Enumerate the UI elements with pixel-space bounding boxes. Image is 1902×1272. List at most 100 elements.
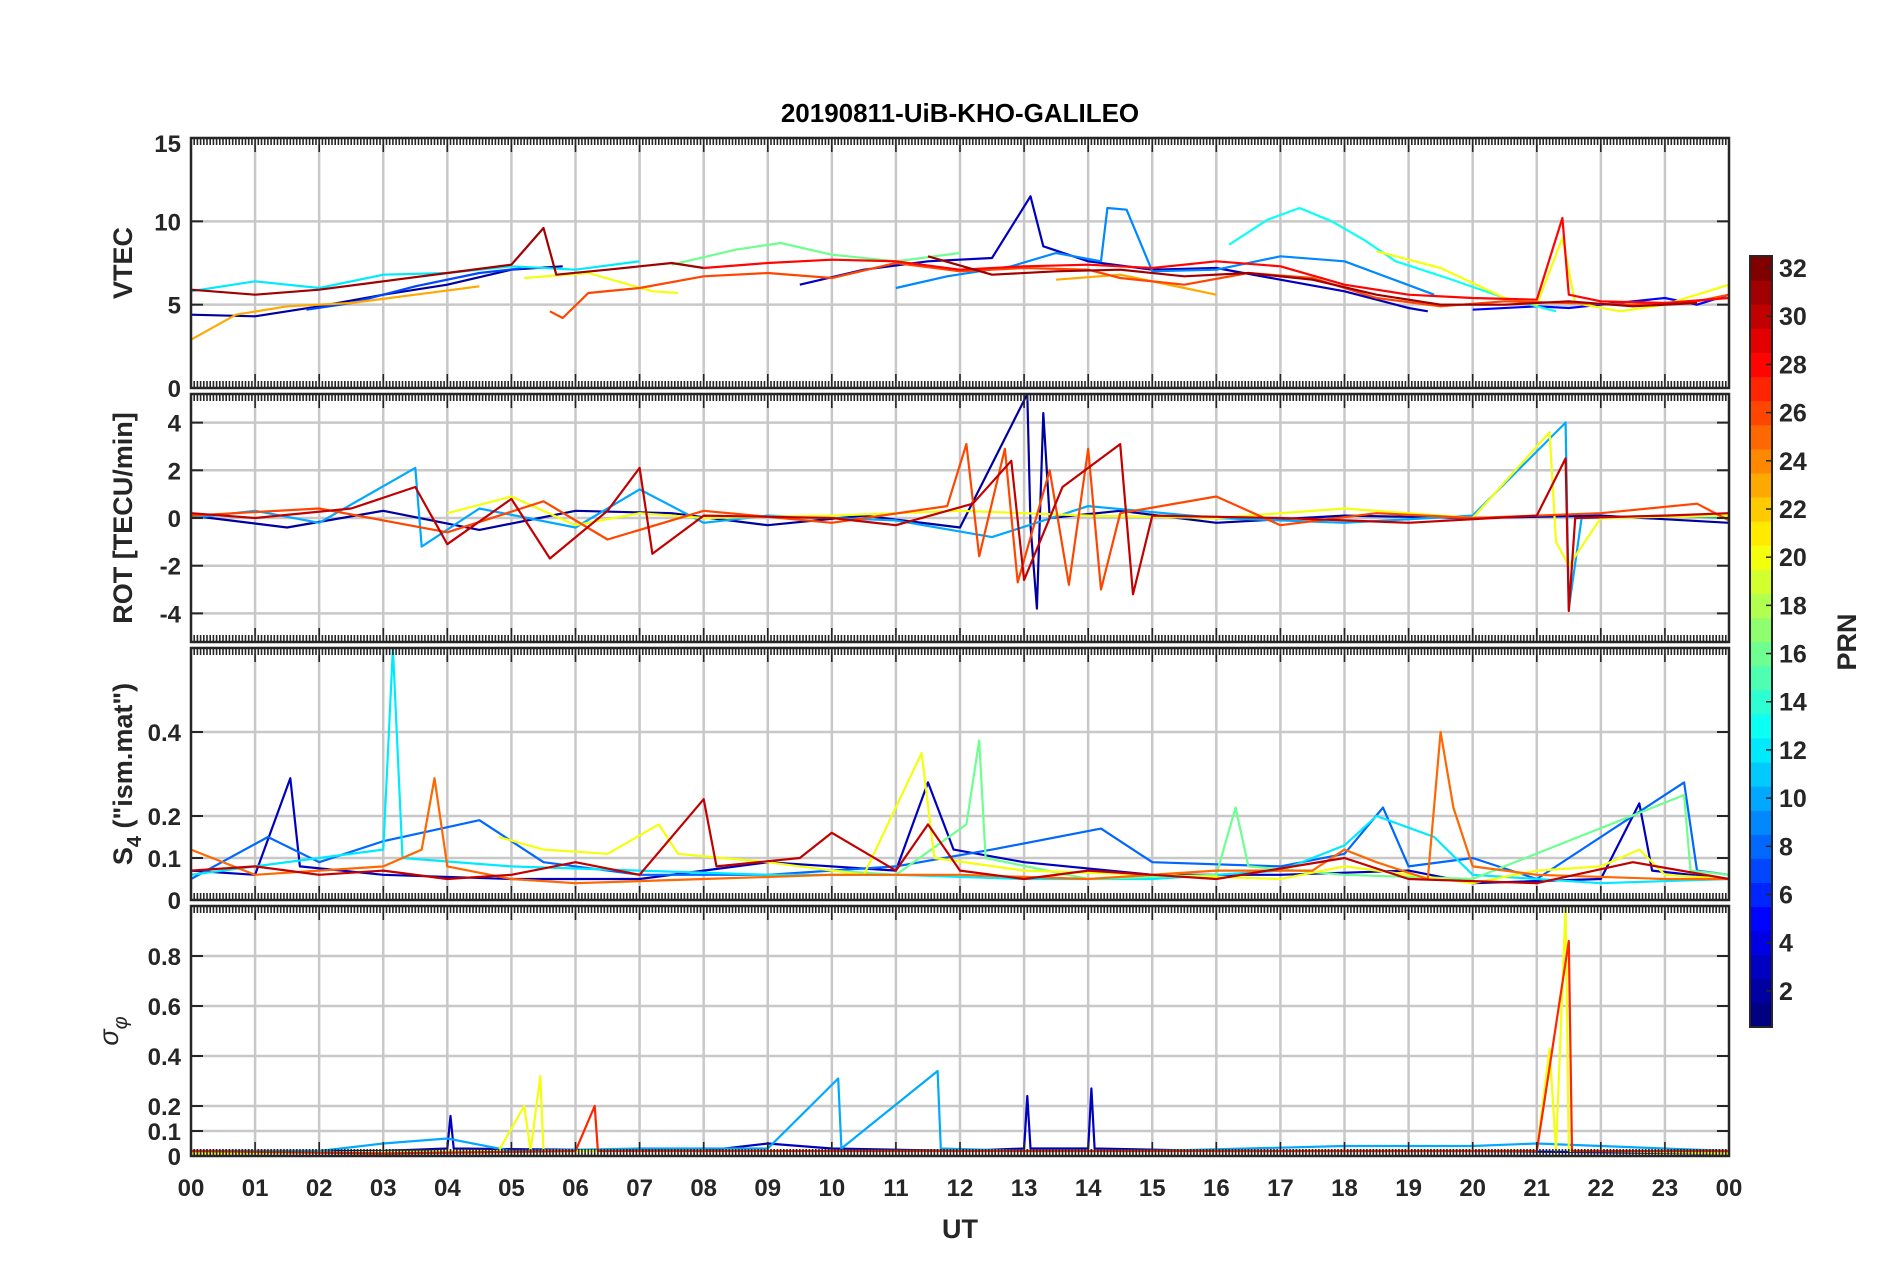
x-minor-ticks: [190, 138, 1730, 388]
y-axis-label-main: σ: [94, 1028, 124, 1046]
x-tick-label: 01: [242, 1175, 269, 1202]
x-tick-label: 12: [947, 1175, 974, 1202]
series-line-prn-3: [799, 195, 1428, 313]
colorbar-tick-label: 24: [1779, 448, 1807, 476]
y-tick-label: -4: [160, 601, 182, 628]
series-line-prn-25: [191, 730, 1729, 885]
y-tick-label: 0.2: [148, 1094, 181, 1121]
series-line-prn-12: [191, 648, 1729, 885]
y-tick-label: 15: [154, 131, 181, 158]
x-tick-label: 09: [754, 1175, 781, 1202]
colorbar-segment: [1750, 545, 1772, 570]
y-tick-label: 0.4: [148, 1044, 182, 1071]
colorbar-segment: [1750, 593, 1772, 618]
colorbar-segment: [1750, 352, 1772, 378]
colorbar-segment: [1750, 448, 1772, 474]
series-line-prn-30: [191, 443, 1729, 613]
series-line-prn-31: [191, 226, 704, 296]
colorbar-segment: [1750, 713, 1772, 739]
panel-s4: 00.10.20.4S4 ("ism.mat"): [108, 646, 1731, 915]
y-tick-label: 0: [168, 376, 181, 403]
series-group-vtec: [191, 195, 1729, 341]
panel-rot: -4 -2 0 2 4 ROT [TECU/min]: [108, 392, 1731, 644]
colorbar-segment: [1750, 617, 1772, 643]
colorbar-tick-label: 20: [1779, 544, 1807, 572]
x-tick-label: 15: [1139, 1175, 1166, 1202]
series-line-prn-2: [191, 265, 563, 318]
colorbar-tick-label: 18: [1779, 592, 1807, 620]
y-tick-label: -2: [160, 554, 181, 581]
series-line-prn-3: [191, 777, 1729, 885]
colorbar-tick-label: 4: [1779, 930, 1793, 958]
panel-sigma_phi: 00.10.2 0.4 0.6 0.8 σφ: [94, 904, 1731, 1171]
y-axis-label-rot: ROT [TECU/min]: [108, 412, 138, 623]
x-tick-label: 11: [883, 1175, 908, 1202]
x-tick-label: 10: [818, 1175, 845, 1202]
colorbar-segment: [1750, 858, 1772, 884]
x-tick-label: 22: [1587, 1175, 1614, 1202]
y-tick-label: 4: [168, 411, 182, 438]
series-line-prn-20: [1376, 236, 1729, 313]
series-line-prn-28: [703, 216, 1729, 305]
series-line-prn-16: [671, 241, 961, 266]
colorbar-tick-label: 16: [1779, 641, 1807, 669]
colorbar-segment: [1750, 641, 1772, 667]
colorbar-segment: [1750, 665, 1772, 691]
x-tick-label: 16: [1203, 1175, 1230, 1202]
colorbar-segment: [1750, 256, 1772, 281]
y-axis-label-sub: 4: [124, 835, 146, 847]
series-line-prn-13: [1228, 206, 1557, 313]
x-tick-label: 03: [370, 1175, 397, 1202]
colorbar-segment: [1750, 304, 1772, 329]
y-axis-label-vtec: VTEC: [108, 227, 138, 299]
x-tick-label: 06: [562, 1175, 589, 1202]
colorbar-segment: [1750, 954, 1772, 980]
y-tick-label: 0: [168, 506, 181, 533]
y-tick-label: 0.8: [148, 944, 181, 971]
colorbar-segment: [1750, 521, 1772, 546]
y-axis-label-sigma_phi: σφ: [94, 1016, 132, 1045]
series-line-prn-31: [927, 255, 1698, 308]
series-line-prn-2: [191, 394, 1729, 610]
colorbar-tick-label: 10: [1779, 785, 1807, 813]
x-tick-label: 21: [1523, 1175, 1550, 1202]
panel-vtec: 0 5 10 15 VTEC: [108, 131, 1731, 403]
chart-title: 20190811-UiB-KHO-GALILEO: [781, 98, 1139, 128]
colorbar-segment: [1750, 978, 1772, 1004]
colorbar-tick-label: 32: [1779, 255, 1807, 283]
series-group-s4: [191, 648, 1729, 885]
colorbar-tick-label: 2: [1779, 978, 1793, 1006]
x-tick-label: 05: [498, 1175, 525, 1202]
x-minor-ticks: [190, 394, 1730, 642]
y-axis-label-sub: φ: [110, 1016, 132, 1029]
colorbar-segment: [1750, 906, 1772, 932]
colorbar-segment: [1750, 786, 1772, 811]
series-line-prn-12: [191, 260, 640, 293]
y-tick-label: 10: [154, 209, 181, 236]
x-tick-labels: 00 01 02 03 04 05 06 07 08 09 10 11 12 13 14 15 16 17 18 19…: [178, 1175, 1743, 1202]
y-tick-label: 0.4: [148, 720, 182, 747]
colorbar-tick-label: 14: [1779, 689, 1807, 717]
x-tick-label: 08: [690, 1175, 717, 1202]
y-tick-label: 0.1: [148, 846, 181, 873]
colorbar-segment: [1750, 737, 1772, 763]
x-tick-label: 02: [306, 1175, 333, 1202]
y-axis-label-rest: ("ism.mat"): [108, 683, 138, 836]
x-minor-ticks: [190, 648, 1730, 900]
x-tick-label: 20: [1459, 1175, 1486, 1202]
colorbar-segment: [1750, 882, 1772, 908]
colorbar-tick-label: 28: [1779, 351, 1807, 379]
colorbar-frame: [1749, 255, 1773, 1028]
colorbar-tick-label: 8: [1779, 833, 1793, 861]
colorbar-segment: [1750, 761, 1772, 787]
series-line-prn-10: [191, 1069, 1729, 1153]
colorbar-tick-label: 12: [1779, 737, 1807, 765]
x-tick-label: 23: [1652, 1175, 1679, 1202]
colorbar-segment: [1750, 496, 1772, 522]
series-line-prn-20: [498, 751, 1729, 885]
y-tick-label: 0.6: [148, 994, 181, 1021]
series-line-prn-30: [191, 798, 1729, 885]
x-tick-label: 00: [1716, 1175, 1743, 1202]
